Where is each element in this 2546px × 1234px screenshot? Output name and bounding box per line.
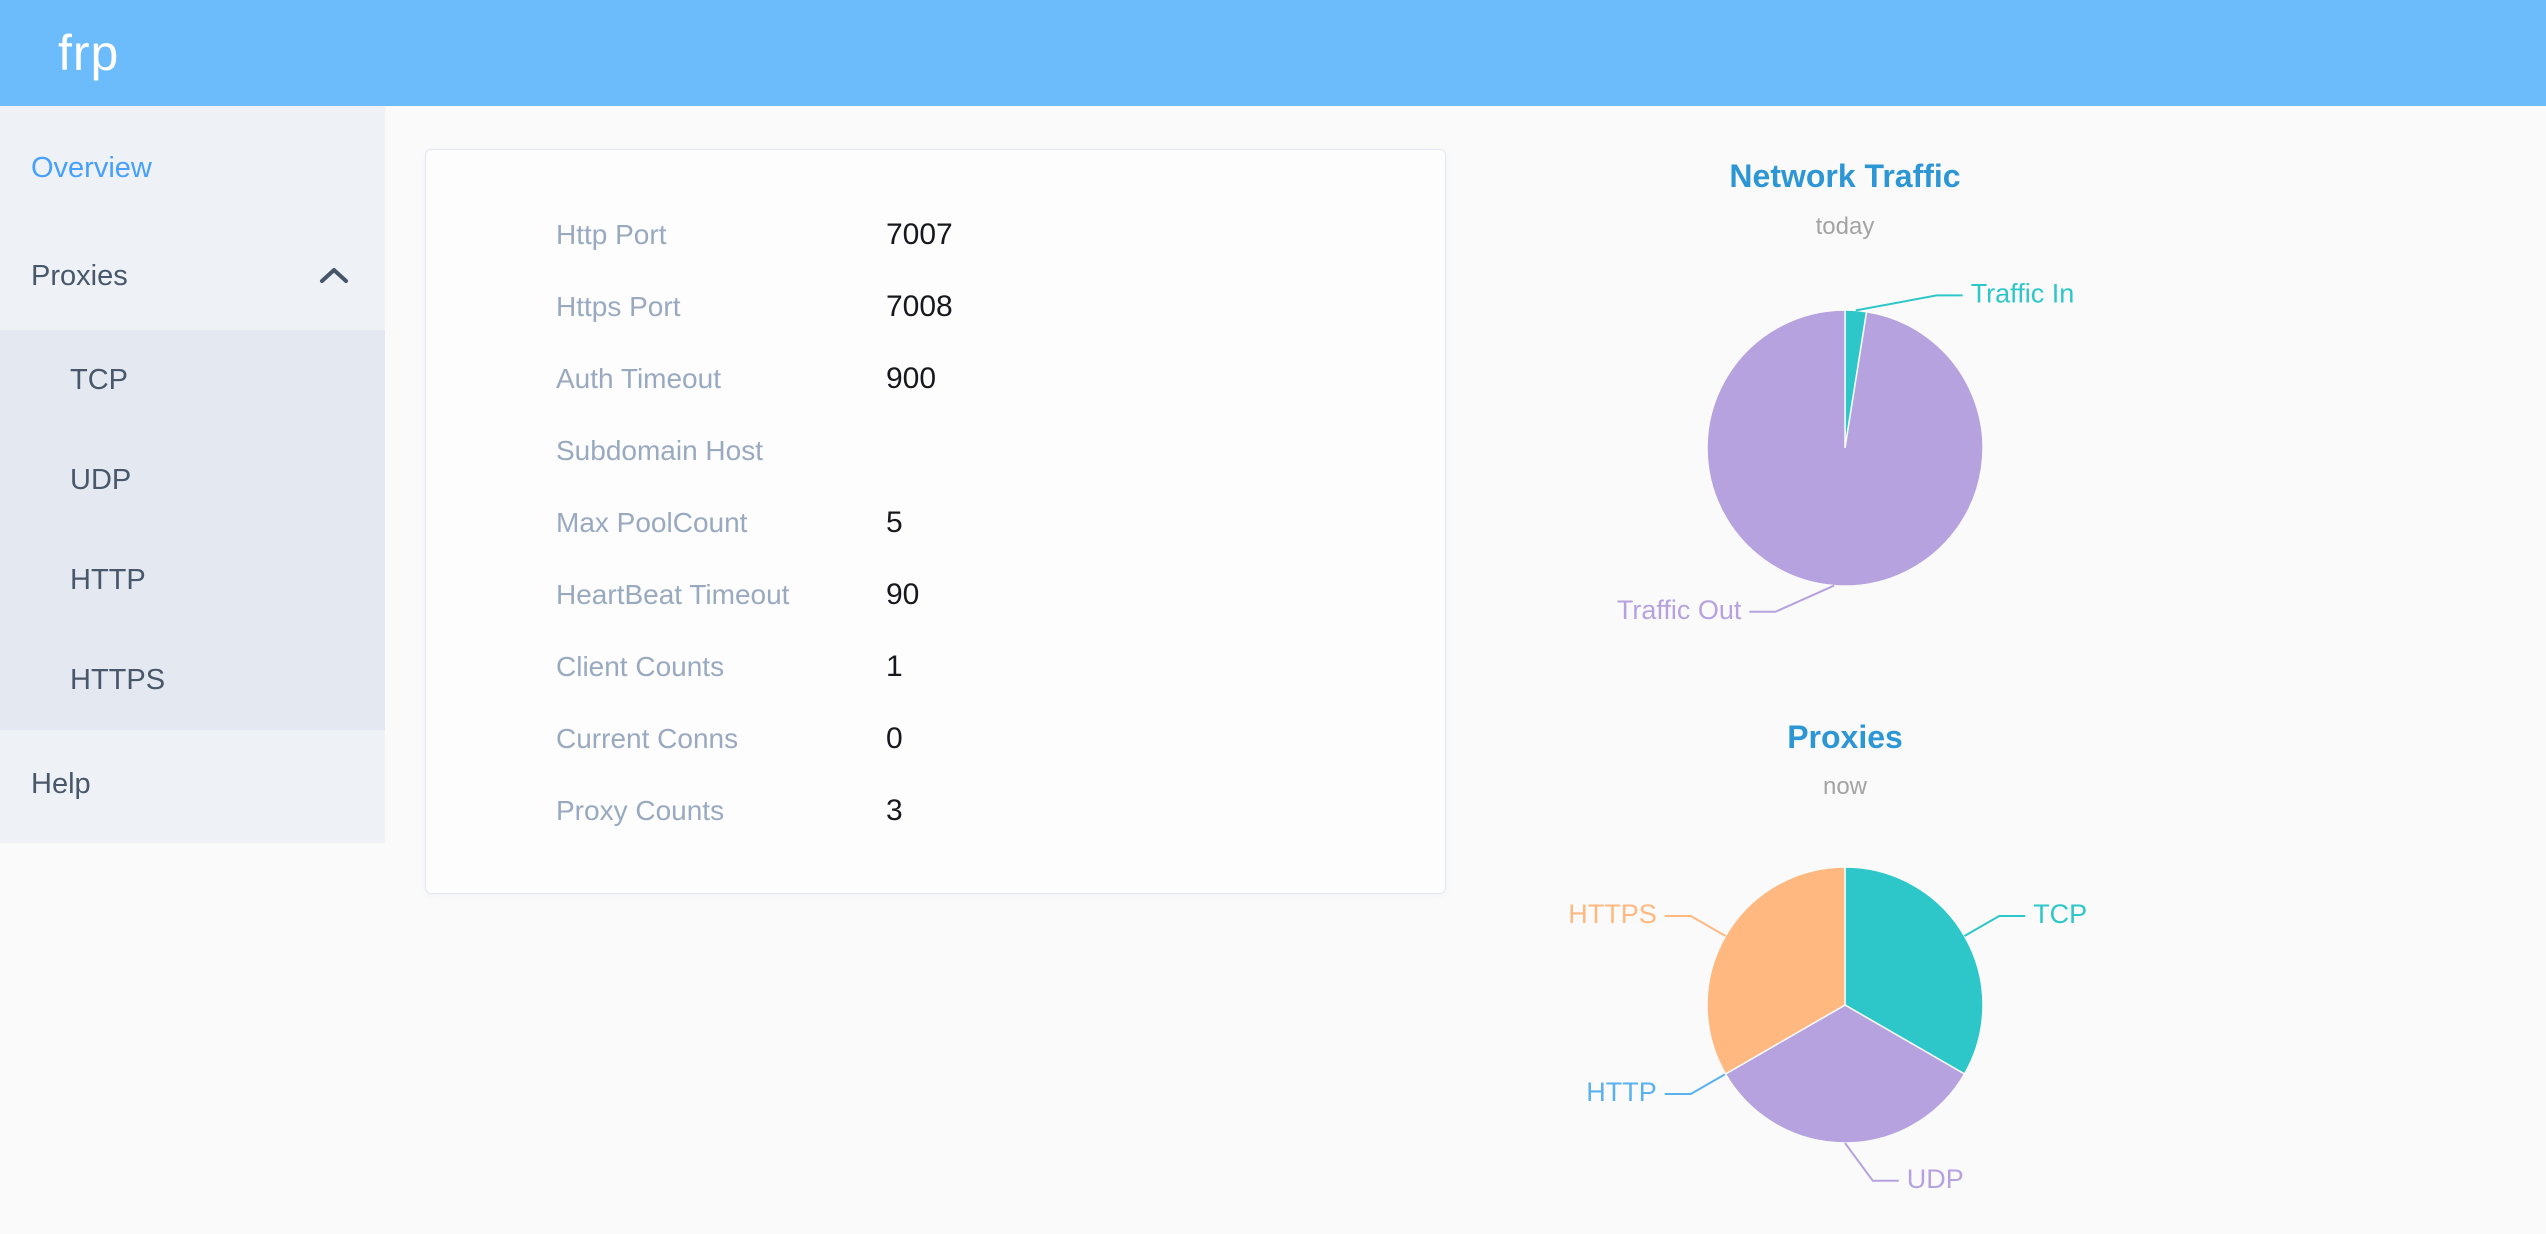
pie-label-line-traffic-out	[1749, 584, 1835, 613]
server-config-card: Http Port 7007 Https Port 7008 Auth Timeout 9…	[425, 149, 1446, 894]
config-row: Https Port 7008	[556, 271, 1405, 343]
sidebar-item-udp[interactable]: UDP	[0, 430, 385, 530]
sidebar-menu: Overview Proxies TCP UDP HTTP HTTPS	[0, 106, 385, 838]
sidebar-item-label: HTTPS	[70, 664, 166, 696]
pie-label-line-traffic-in	[1855, 294, 1963, 312]
config-value: 0	[886, 722, 903, 755]
pie-label-traffic-out: Traffic Out	[1617, 595, 1742, 625]
sidebar-item-proxies[interactable]: Proxies	[0, 222, 385, 330]
config-label: Max PoolCount	[556, 507, 748, 538]
config-label: Client Counts	[556, 651, 725, 682]
sidebar-item-label: UDP	[70, 464, 132, 496]
sidebar-item-label: Help	[31, 768, 91, 800]
pie-label-line-tcp	[1964, 915, 2026, 937]
proxies-pie-chart: Proxies now TCP UDP HTTP HTTPS	[1568, 719, 2087, 1194]
config-label: Https Port	[556, 291, 681, 322]
sidebar-submenu-proxies: TCP UDP HTTP HTTPS	[0, 330, 385, 730]
sidebar-item-https[interactable]: HTTPS	[0, 630, 385, 730]
pie-label-line-https	[1664, 915, 1726, 937]
network-traffic-pie-chart: Network Traffic today Traffic In Traffic Ou…	[1617, 158, 2075, 625]
sidebar-item-label: Overview	[31, 152, 152, 184]
config-value: 7007	[886, 218, 953, 251]
app-header: frp	[0, 0, 2546, 106]
pie-label-line-http	[1664, 1073, 1726, 1095]
chevron-up-icon	[319, 222, 349, 330]
app-logo: frp	[58, 25, 120, 81]
config-label: Subdomain Host	[556, 435, 764, 466]
pie-label-traffic-in: Traffic In	[1971, 279, 2075, 309]
sidebar-item-help[interactable]: Help	[0, 730, 385, 838]
sidebar-item-tcp[interactable]: TCP	[0, 330, 385, 430]
config-row: Client Counts 1	[556, 631, 1405, 703]
pie-label-line-udp	[1844, 1142, 1899, 1182]
sidebar: Overview Proxies TCP UDP HTTP HTTPS	[0, 106, 385, 843]
config-row: Max PoolCount 5	[556, 487, 1405, 559]
config-value: 90	[886, 578, 920, 611]
sidebar-item-http[interactable]: HTTP	[0, 530, 385, 630]
config-row: HeartBeat Timeout 90	[556, 559, 1405, 631]
pie-label-http: HTTP	[1586, 1077, 1657, 1107]
config-value: 3	[886, 794, 903, 827]
config-value: 900	[886, 362, 937, 395]
config-row: Http Port 7007	[556, 199, 1405, 271]
config-row: Subdomain Host	[556, 415, 1405, 487]
chart-subtitle: now	[1823, 773, 1868, 800]
chart-title: Network Traffic	[1729, 158, 1960, 194]
pie-label-udp: UDP	[1907, 1164, 1964, 1194]
pie-label-https: HTTPS	[1568, 899, 1657, 929]
sidebar-item-label: HTTP	[70, 564, 146, 596]
chart-title: Proxies	[1787, 719, 1903, 755]
sidebar-item-overview[interactable]: Overview	[0, 114, 385, 222]
chart-subtitle: today	[1816, 213, 1875, 240]
pie-slice-udp[interactable]	[1724, 1004, 1966, 1144]
config-label: Http Port	[556, 219, 667, 250]
sidebar-item-label: TCP	[70, 364, 128, 396]
pie-label-tcp: TCP	[2033, 899, 2087, 929]
config-row: Auth Timeout 900	[556, 343, 1405, 415]
config-label: Current Conns	[556, 723, 739, 754]
config-label: HeartBeat Timeout	[556, 579, 790, 610]
config-row: Current Conns 0	[556, 703, 1405, 775]
config-value: 5	[886, 506, 903, 539]
config-row: Proxy Counts 3	[556, 775, 1405, 847]
config-value: 7008	[886, 290, 953, 323]
config-value: 1	[886, 650, 903, 683]
config-label: Auth Timeout	[556, 363, 721, 394]
config-list: Http Port 7007 Https Port 7008 Auth Timeout 9…	[556, 199, 1405, 847]
pie-slice-traffic-out[interactable]	[1706, 309, 1984, 587]
sidebar-item-label: Proxies	[31, 260, 128, 292]
config-label: Proxy Counts	[556, 795, 725, 826]
